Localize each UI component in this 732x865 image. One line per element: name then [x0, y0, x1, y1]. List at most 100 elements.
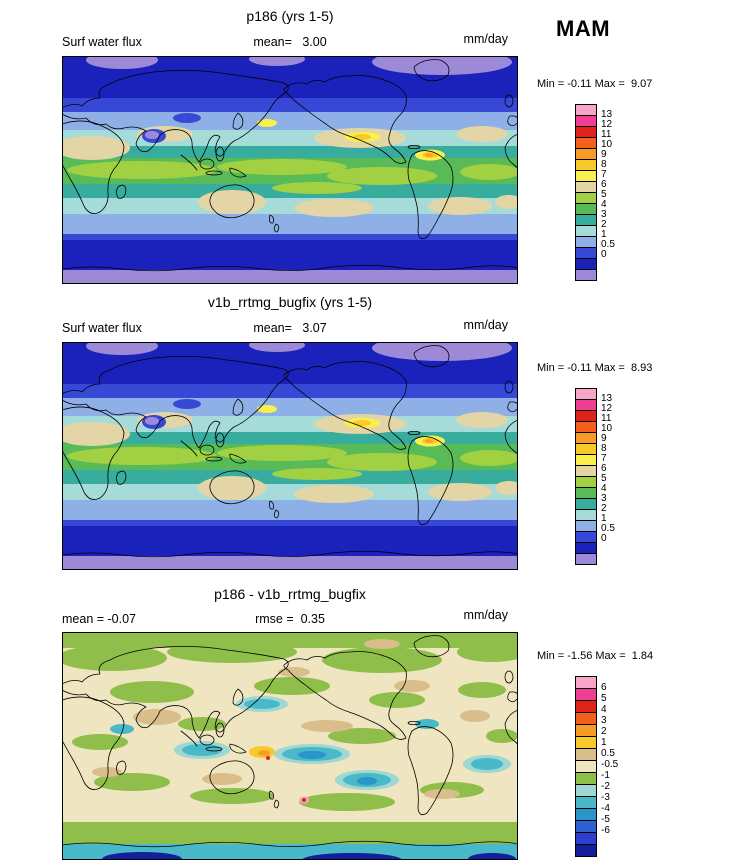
colorbar-tick-label: 4 — [601, 199, 607, 210]
panel2-range-label: Min = -0.11 Max = 8.93 — [537, 362, 653, 374]
colorbar-cell — [576, 204, 596, 215]
colorbar-tick-label: 12 — [601, 403, 613, 414]
panel1-variable-label: Surf water flux — [62, 35, 142, 49]
colorbar-tick-label: 0 — [601, 249, 607, 260]
season-label: MAM — [556, 16, 611, 41]
panel3-contour-field — [62, 632, 518, 860]
colorbar-tick-label: 8 — [601, 443, 607, 454]
colorbar-cell — [576, 488, 596, 499]
colorbar-cell — [576, 773, 596, 785]
panel3-colorbar: 6 5 4 3 2 1 0.5 -0.5 -1 -2 -3 -4 -5 -6 — [575, 676, 618, 857]
colorbar-cell — [576, 138, 596, 149]
panel2-colorbar: 13 12 11 10 9 8 7 6 5 4 3 2 1 0.5 0 — [575, 388, 615, 565]
colorbar-cell — [576, 809, 596, 821]
colorbar-tick-label: 13 — [601, 393, 613, 404]
panel1-map-plot — [62, 56, 518, 284]
colorbar-cell — [576, 171, 596, 182]
colorbar-tick-label: 1 — [601, 737, 607, 748]
panel2-map-plot — [62, 342, 518, 570]
colorbar-tick-label: 7 — [601, 453, 607, 464]
colorbar-tick-label: 4 — [601, 704, 607, 715]
colorbar-cell — [576, 532, 596, 543]
colorbar-tick-label: 3 — [601, 209, 607, 220]
colorbar-tick-label: -3 — [601, 792, 610, 803]
colorbar-tick-label: 3 — [601, 493, 607, 504]
colorbar-tick-label: 13 — [601, 109, 613, 120]
colorbar-cell — [576, 689, 596, 701]
colorbar-cell — [576, 677, 596, 689]
colorbar-tick-label: -2 — [601, 781, 610, 792]
colorbar-tick-label: 4 — [601, 483, 607, 494]
panel2-colorbar-cells — [575, 388, 597, 565]
colorbar-cell — [576, 833, 596, 845]
colorbar-tick-label: 0 — [601, 533, 607, 544]
colorbar-cell — [576, 785, 596, 797]
colorbar-tick-label: -6 — [601, 825, 610, 836]
panel2-map-frame — [62, 342, 518, 570]
colorbar-tick-label: 11 — [601, 129, 612, 140]
colorbar-cell — [576, 105, 596, 116]
colorbar-tick-label: 9 — [601, 433, 607, 444]
colorbar-cell — [576, 248, 596, 259]
colorbar-tick-label: 0.5 — [601, 239, 615, 250]
colorbar-cell — [576, 389, 596, 400]
colorbar-tick-label: 3 — [601, 715, 607, 726]
panel3-rmse-stat: rmse = 0.35 — [255, 612, 325, 626]
panel3-mean-stat: mean = -0.07 — [62, 612, 137, 626]
panel3-map-frame — [62, 632, 518, 860]
colorbar-cell — [576, 422, 596, 433]
colorbar-tick-label: 6 — [601, 463, 607, 474]
colorbar-cell — [576, 226, 596, 237]
colorbar-tick-label: 5 — [601, 693, 607, 704]
colorbar-cell — [576, 455, 596, 466]
colorbar-cell — [576, 411, 596, 422]
colorbar-tick-label: 8 — [601, 159, 607, 170]
colorbar-cell — [576, 433, 596, 444]
colorbar-cell — [576, 444, 596, 455]
colorbar-cell — [576, 713, 596, 725]
colorbar-cell — [576, 477, 596, 488]
colorbar-cell — [576, 510, 596, 521]
panel3-range-label: Min = -1.56 Max = 1.84 — [537, 650, 654, 662]
colorbar-cell — [576, 466, 596, 477]
colorbar-cell — [576, 193, 596, 204]
colorbar-tick-label: -5 — [601, 814, 610, 825]
colorbar-tick-label: 0.5 — [601, 523, 615, 534]
panel1-range-label: Min = -0.11 Max = 9.07 — [537, 78, 653, 90]
panel1-mean-stat: mean= 3.00 — [253, 35, 327, 49]
colorbar-cell — [576, 259, 596, 270]
panel1-units-label: mm/day — [463, 32, 508, 46]
panel2-contour-field — [62, 342, 518, 570]
colorbar-tick-label: 2 — [601, 503, 607, 514]
colorbar-tick-label: 6 — [601, 179, 607, 190]
colorbar-cell — [576, 499, 596, 510]
colorbar-tick-label: 2 — [601, 726, 607, 737]
panel2-variable-label: Surf water flux — [62, 321, 142, 335]
colorbar-tick-label: 0.5 — [601, 748, 615, 759]
colorbar-cell — [576, 160, 596, 171]
colorbar-cell — [576, 725, 596, 737]
panel1-colorbar: 13 12 11 10 9 8 7 6 5 4 3 2 1 0.5 0 — [575, 104, 615, 281]
panel3-map-plot — [62, 632, 518, 860]
colorbar-tick-label: 12 — [601, 119, 613, 130]
colorbar-cell — [576, 116, 596, 127]
colorbar-cell — [576, 270, 596, 280]
colorbar-tick-label: 6 — [601, 682, 607, 693]
colorbar-tick-label: 1 — [601, 513, 607, 524]
colorbar-cell — [576, 797, 596, 809]
colorbar-cell — [576, 701, 596, 713]
panel1-title: p186 (yrs 1-5) — [246, 8, 334, 24]
colorbar-tick-label: 1 — [601, 229, 607, 240]
panel3-colorbar-cells — [575, 676, 597, 857]
colorbar-cell — [576, 521, 596, 532]
colorbar-cell — [576, 400, 596, 411]
panel2-mean-stat: mean= 3.07 — [253, 321, 327, 335]
panel1-contour-field — [62, 56, 518, 284]
colorbar-tick-label: 7 — [601, 169, 607, 180]
colorbar-cell — [576, 554, 596, 564]
panel3-units-label: mm/day — [463, 608, 508, 622]
colorbar-tick-label: 5 — [601, 189, 607, 200]
colorbar-cell — [576, 737, 596, 749]
colorbar-cell — [576, 761, 596, 773]
